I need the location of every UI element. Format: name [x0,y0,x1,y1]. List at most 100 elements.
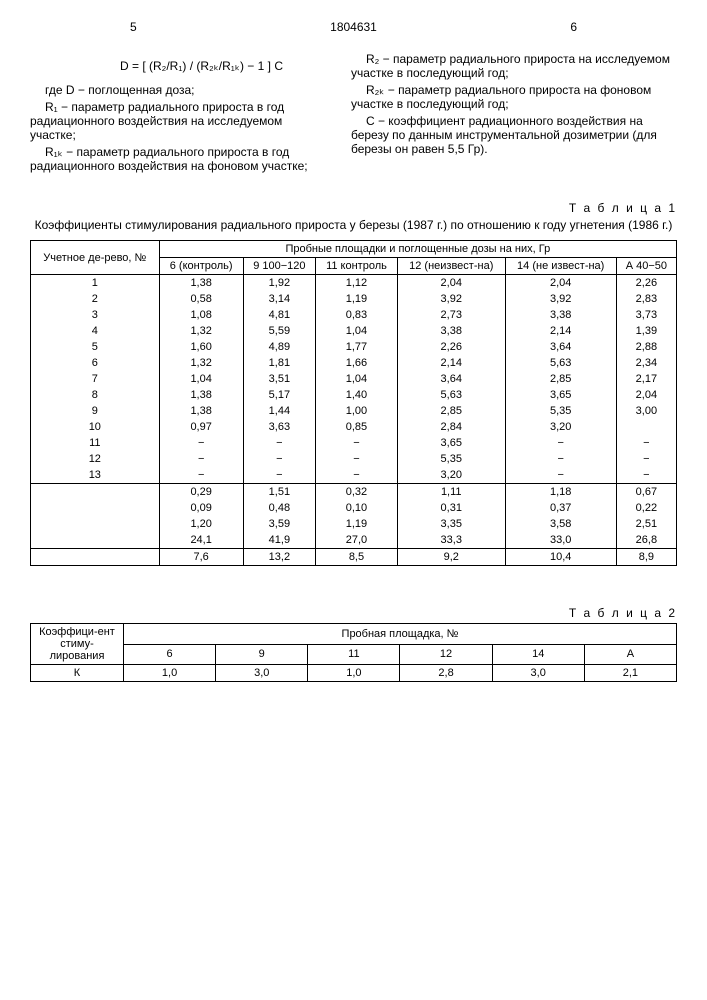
table-cell: 1,32 [159,323,243,339]
table-cell: − [159,435,243,451]
table-cell: 1,38 [159,387,243,403]
table-cell: 0,29 [159,484,243,501]
table-cell: − [316,435,398,451]
table-cell: 2,73 [397,307,505,323]
table-cell: 3,92 [397,291,505,307]
table-cell: 5 [31,339,160,355]
table-cell: 33,0 [505,532,616,549]
table-cell: 24,1 [159,532,243,549]
table-cell [616,419,676,435]
table-cell: 3,20 [505,419,616,435]
table-cell: 2,14 [397,355,505,371]
def-d: где D − поглощенная доза; [30,83,331,97]
t2-col-2: 11 [308,644,400,665]
table-cell [31,549,160,566]
table-cell: 3,65 [505,387,616,403]
table-cell [31,500,160,516]
table-cell: 1,44 [243,403,315,419]
table-cell: 33,3 [397,532,505,549]
table-cell: 26,8 [616,532,676,549]
page-left: 5 [130,20,137,34]
table-cell: 2,34 [616,355,676,371]
t1-col-3: 12 (неизвест-на) [397,258,505,275]
table1-caption: Т а б л и ц а 1 [30,201,677,215]
table-cell: − [159,467,243,484]
table-cell: 3,65 [397,435,505,451]
table-cell: 0,58 [159,291,243,307]
t1-col-2: 11 контроль [316,258,398,275]
table-cell: − [243,467,315,484]
table-cell: 5,35 [505,403,616,419]
table-cell: 3,38 [505,307,616,323]
table-cell: 2,88 [616,339,676,355]
t1-col-4: 14 (не извест-на) [505,258,616,275]
table-cell: 5,35 [397,451,505,467]
table-cell: 0,31 [397,500,505,516]
table-cell: 1,40 [316,387,398,403]
t1-col-1: 9 100−120 [243,258,315,275]
table-cell: 1,38 [159,275,243,292]
table-cell: 0,22 [616,500,676,516]
t2-row-6: 2,1 [584,665,676,682]
table-cell: 0,37 [505,500,616,516]
table-cell: − [616,451,676,467]
table-cell: 1,11 [397,484,505,501]
table-cell: − [616,435,676,451]
table-cell: 3 [31,307,160,323]
table-cell: 1,77 [316,339,398,355]
table-cell: 0,48 [243,500,315,516]
def-r2k: R₂ₖ − параметр радиального прироста на ф… [351,83,677,111]
table-cell: 0,97 [159,419,243,435]
t2-row-5: 3,0 [492,665,584,682]
def-r1: R₁ − параметр радиального прироста в год… [30,100,331,142]
table-cell: − [616,467,676,484]
table-cell: 1,20 [159,516,243,532]
t2-col-4: 14 [492,644,584,665]
t2-row-3: 1,0 [308,665,400,682]
table-cell: 3,51 [243,371,315,387]
table-cell: 2,85 [397,403,505,419]
table-cell: 1,19 [316,291,398,307]
table-cell: 1,66 [316,355,398,371]
table-cell: 0,10 [316,500,398,516]
table-cell: 8 [31,387,160,403]
table-cell: 12 [31,451,160,467]
table-cell: 1,39 [616,323,676,339]
table-cell: 8,9 [616,549,676,566]
table-cell: 13 [31,467,160,484]
table-cell: 7 [31,371,160,387]
right-column: R₂ − параметр радиального прироста на ис… [351,49,677,176]
table-cell: 2,26 [616,275,676,292]
table-cell: 2,04 [505,275,616,292]
table2-caption: Т а б л и ц а 2 [30,606,677,620]
table-cell: 2,14 [505,323,616,339]
t1-col-5: А 40−50 [616,258,676,275]
def-r2: R₂ − параметр радиального прироста на ис… [351,52,677,80]
table-cell: 5,17 [243,387,315,403]
table-cell: 0,85 [316,419,398,435]
table1-title: Коэффициенты стимулирования радиального … [30,218,677,232]
t1-head-col1: Учетное де-рево, № [31,241,160,275]
table-cell: − [505,435,616,451]
table-cell: 2,85 [505,371,616,387]
table-cell: − [505,451,616,467]
table-cell: 3,35 [397,516,505,532]
def-c: С − коэффициент радиационного воздействи… [351,114,677,156]
table-cell: 0,09 [159,500,243,516]
table-cell: 1,04 [316,323,398,339]
table-cell: 3,73 [616,307,676,323]
t2-row-4: 2,8 [400,665,492,682]
table-cell: 5,63 [505,355,616,371]
t2-row-0: К [31,665,124,682]
table-cell: 2,51 [616,516,676,532]
t1-head-span: Пробные площадки и поглощенные дозы на н… [159,241,676,258]
table-cell: 1,60 [159,339,243,355]
t2-head-span: Пробная площадка, № [124,624,677,645]
table-cell: 5,59 [243,323,315,339]
table2: Коэффици-ент стиму-лирования Пробная пло… [30,623,677,682]
t2-col-1: 9 [216,644,308,665]
table-cell: − [243,451,315,467]
table-cell: 6 [31,355,160,371]
table-cell: 1,12 [316,275,398,292]
table-cell: 8,5 [316,549,398,566]
